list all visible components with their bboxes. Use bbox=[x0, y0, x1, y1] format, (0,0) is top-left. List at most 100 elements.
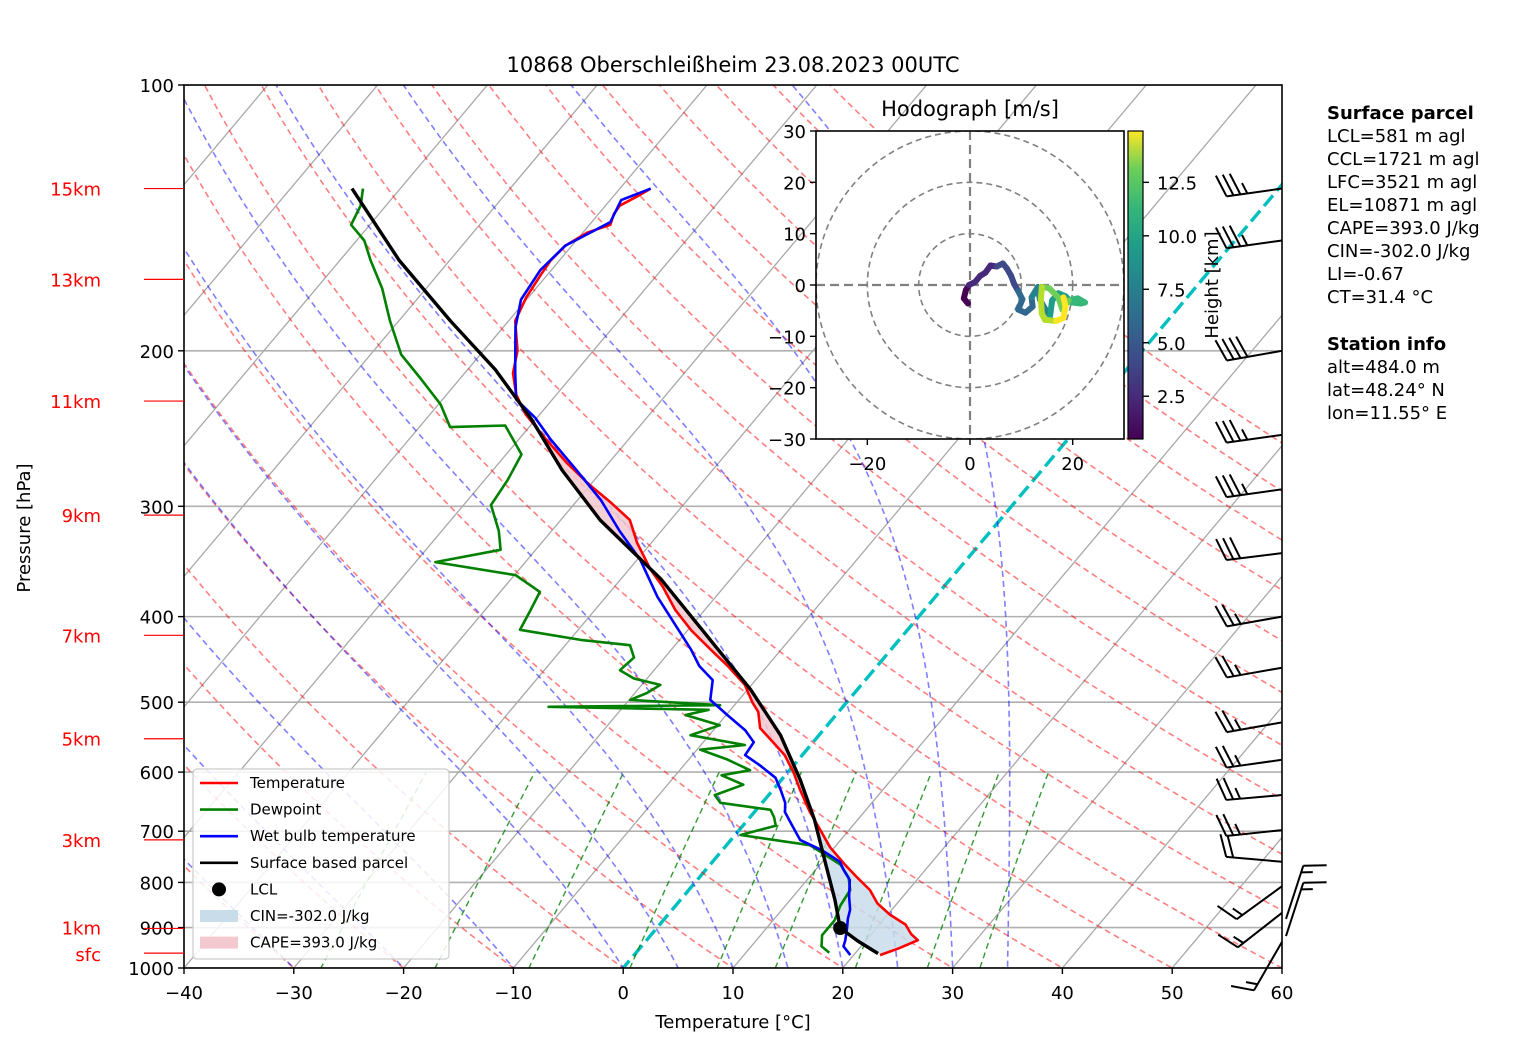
wind-barb bbox=[1214, 225, 1283, 250]
station-info-heading: Station info bbox=[1327, 334, 1447, 355]
mixing-ratio-line bbox=[716, 771, 803, 968]
wind-barb-feather bbox=[1228, 473, 1242, 496]
x-axis-ticks: −40 −30 −20 −10 0 10 20 30 40 50 60 bbox=[165, 968, 1293, 1004]
y-tick-label: 700 bbox=[140, 822, 174, 843]
height-markers: 15km 13km 11km 9km 7km 5km 3km 1km sfc bbox=[50, 180, 184, 966]
wind-barb-shaft bbox=[1226, 187, 1283, 198]
wind-barb-feather bbox=[1214, 746, 1228, 769]
wind-barb bbox=[1214, 655, 1283, 679]
wind-barb-feather bbox=[1214, 656, 1228, 678]
legend-label: LCL bbox=[250, 880, 278, 898]
wind-barb bbox=[1285, 881, 1327, 937]
dry-adiabat-line bbox=[374, 85, 1282, 856]
station-longitude: lon=11.55° E bbox=[1327, 403, 1448, 424]
height-marker-label: sfc bbox=[75, 945, 101, 966]
surface-parcel-heading: Surface parcel bbox=[1327, 103, 1474, 124]
wind-barb-shaft bbox=[1226, 488, 1283, 499]
station-latitude: lat=48.24° N bbox=[1327, 380, 1445, 401]
wind-barb-feather bbox=[1229, 536, 1242, 559]
legend-label: CIN=-302.0 J/kg bbox=[250, 907, 370, 925]
wind-barb-feather bbox=[1221, 226, 1235, 248]
ccl-value: CCL=1721 m agl bbox=[1327, 149, 1480, 170]
wind-barb bbox=[1214, 173, 1283, 198]
moist-adiabat-line bbox=[184, 616, 515, 968]
legend-swatch-patch bbox=[200, 936, 238, 949]
wind-barb-feather bbox=[1215, 814, 1228, 837]
wind-barb-feather bbox=[1219, 834, 1228, 858]
parcel-line bbox=[350, 187, 879, 955]
height-marker-label: 5km bbox=[62, 730, 101, 751]
wind-barb-feather bbox=[1230, 984, 1255, 992]
wind-barb-shaft bbox=[1226, 615, 1283, 628]
wind-barb-shaft bbox=[1285, 882, 1305, 937]
mixing-ratio-line bbox=[528, 771, 625, 968]
wind-barb-feather bbox=[1217, 933, 1239, 949]
wind-barb-shaft bbox=[1226, 552, 1283, 561]
wind-barb-feather bbox=[1234, 823, 1242, 835]
colorbar bbox=[1127, 130, 1144, 440]
isotherm-line bbox=[841, 444, 1282, 968]
wind-barb bbox=[1215, 813, 1283, 837]
wind-barb-shaft bbox=[1253, 941, 1283, 991]
height-marker-label: 7km bbox=[62, 626, 101, 647]
cin-shading bbox=[791, 767, 918, 954]
legend: Temperature Dewpoint Wet bulb temperature S… bbox=[192, 768, 450, 960]
wind-barb bbox=[1214, 745, 1283, 769]
hodograph-y-tick-label: 0 bbox=[795, 276, 806, 297]
el-value: EL=10871 m agl bbox=[1327, 195, 1478, 216]
wind-barb-feather bbox=[1221, 474, 1235, 497]
wet-bulb-line bbox=[513, 187, 852, 956]
mixing-ratio-line bbox=[926, 771, 1000, 968]
wind-barb-feather bbox=[1228, 337, 1242, 359]
wind-barb-feather bbox=[1216, 905, 1238, 920]
wind-barb-feather bbox=[1241, 182, 1249, 194]
hodograph-x-tick-label: −20 bbox=[848, 454, 886, 475]
legend-label: Surface based parcel bbox=[250, 854, 408, 872]
wind-barb bbox=[1214, 604, 1283, 628]
cape-cin-shading bbox=[533, 423, 918, 954]
x-tick-label: 0 bbox=[617, 983, 628, 1004]
wind-barb-feather bbox=[1234, 613, 1242, 625]
wind-barb bbox=[1215, 777, 1283, 801]
dry-adiabat-line bbox=[260, 85, 1282, 968]
x-tick-label: −20 bbox=[385, 983, 423, 1004]
mixing-ratio-line bbox=[629, 771, 720, 968]
wind-barb-feather bbox=[1222, 537, 1235, 560]
wind-barb-feather bbox=[1222, 777, 1235, 800]
wind-barb-feather bbox=[1221, 174, 1235, 196]
profile-lines bbox=[349, 187, 920, 957]
info-panel: Surface parcel LCL=581 m agl CCL=1721 m … bbox=[1327, 102, 1480, 425]
wind-barb bbox=[1216, 885, 1283, 920]
wind-barb-shaft bbox=[1226, 349, 1283, 362]
wind-barb-shaft bbox=[1226, 855, 1283, 863]
dry-adiabat-line bbox=[184, 153, 1065, 968]
wind-barb-feather bbox=[1228, 225, 1242, 247]
wind-barb-feather bbox=[1232, 907, 1243, 916]
wind-barb-feather bbox=[1221, 655, 1235, 677]
cape-value: CAPE=393.0 J/kg bbox=[1327, 218, 1480, 239]
dry-adiabat-line bbox=[184, 563, 625, 968]
height-marker-label: 11km bbox=[50, 392, 101, 413]
colorbar-tick-label: 7.5 bbox=[1157, 280, 1186, 301]
wind-barb bbox=[1215, 536, 1283, 561]
colorbar-tick-label: 10.0 bbox=[1157, 227, 1197, 248]
wind-barb-shaft bbox=[1226, 433, 1283, 444]
isotherm-line bbox=[732, 314, 1282, 968]
isotherm-line bbox=[512, 85, 1257, 968]
cin-value: CIN=-302.0 J/kg bbox=[1327, 241, 1471, 262]
wind-barb-feather bbox=[1241, 428, 1249, 441]
wind-barb bbox=[1219, 834, 1283, 863]
wind-barb bbox=[1214, 419, 1283, 444]
wind-barb-feather bbox=[1214, 339, 1228, 362]
wind-barb-shaft bbox=[1226, 721, 1283, 734]
mixing-ratio-line bbox=[854, 771, 933, 968]
x-tick-label: 30 bbox=[941, 983, 964, 1004]
hodograph-y-tick-label: 20 bbox=[783, 173, 806, 194]
lfc-value: LFC=3521 m agl bbox=[1327, 172, 1478, 193]
wind-barb-shaft bbox=[1226, 794, 1283, 801]
x-tick-label: −40 bbox=[165, 983, 203, 1004]
hodograph-y-tick-label: 30 bbox=[783, 122, 806, 143]
wind-barb-feather bbox=[1228, 173, 1242, 195]
hodograph-y-tick-label: −30 bbox=[768, 430, 806, 451]
plot-area bbox=[184, 85, 1282, 968]
